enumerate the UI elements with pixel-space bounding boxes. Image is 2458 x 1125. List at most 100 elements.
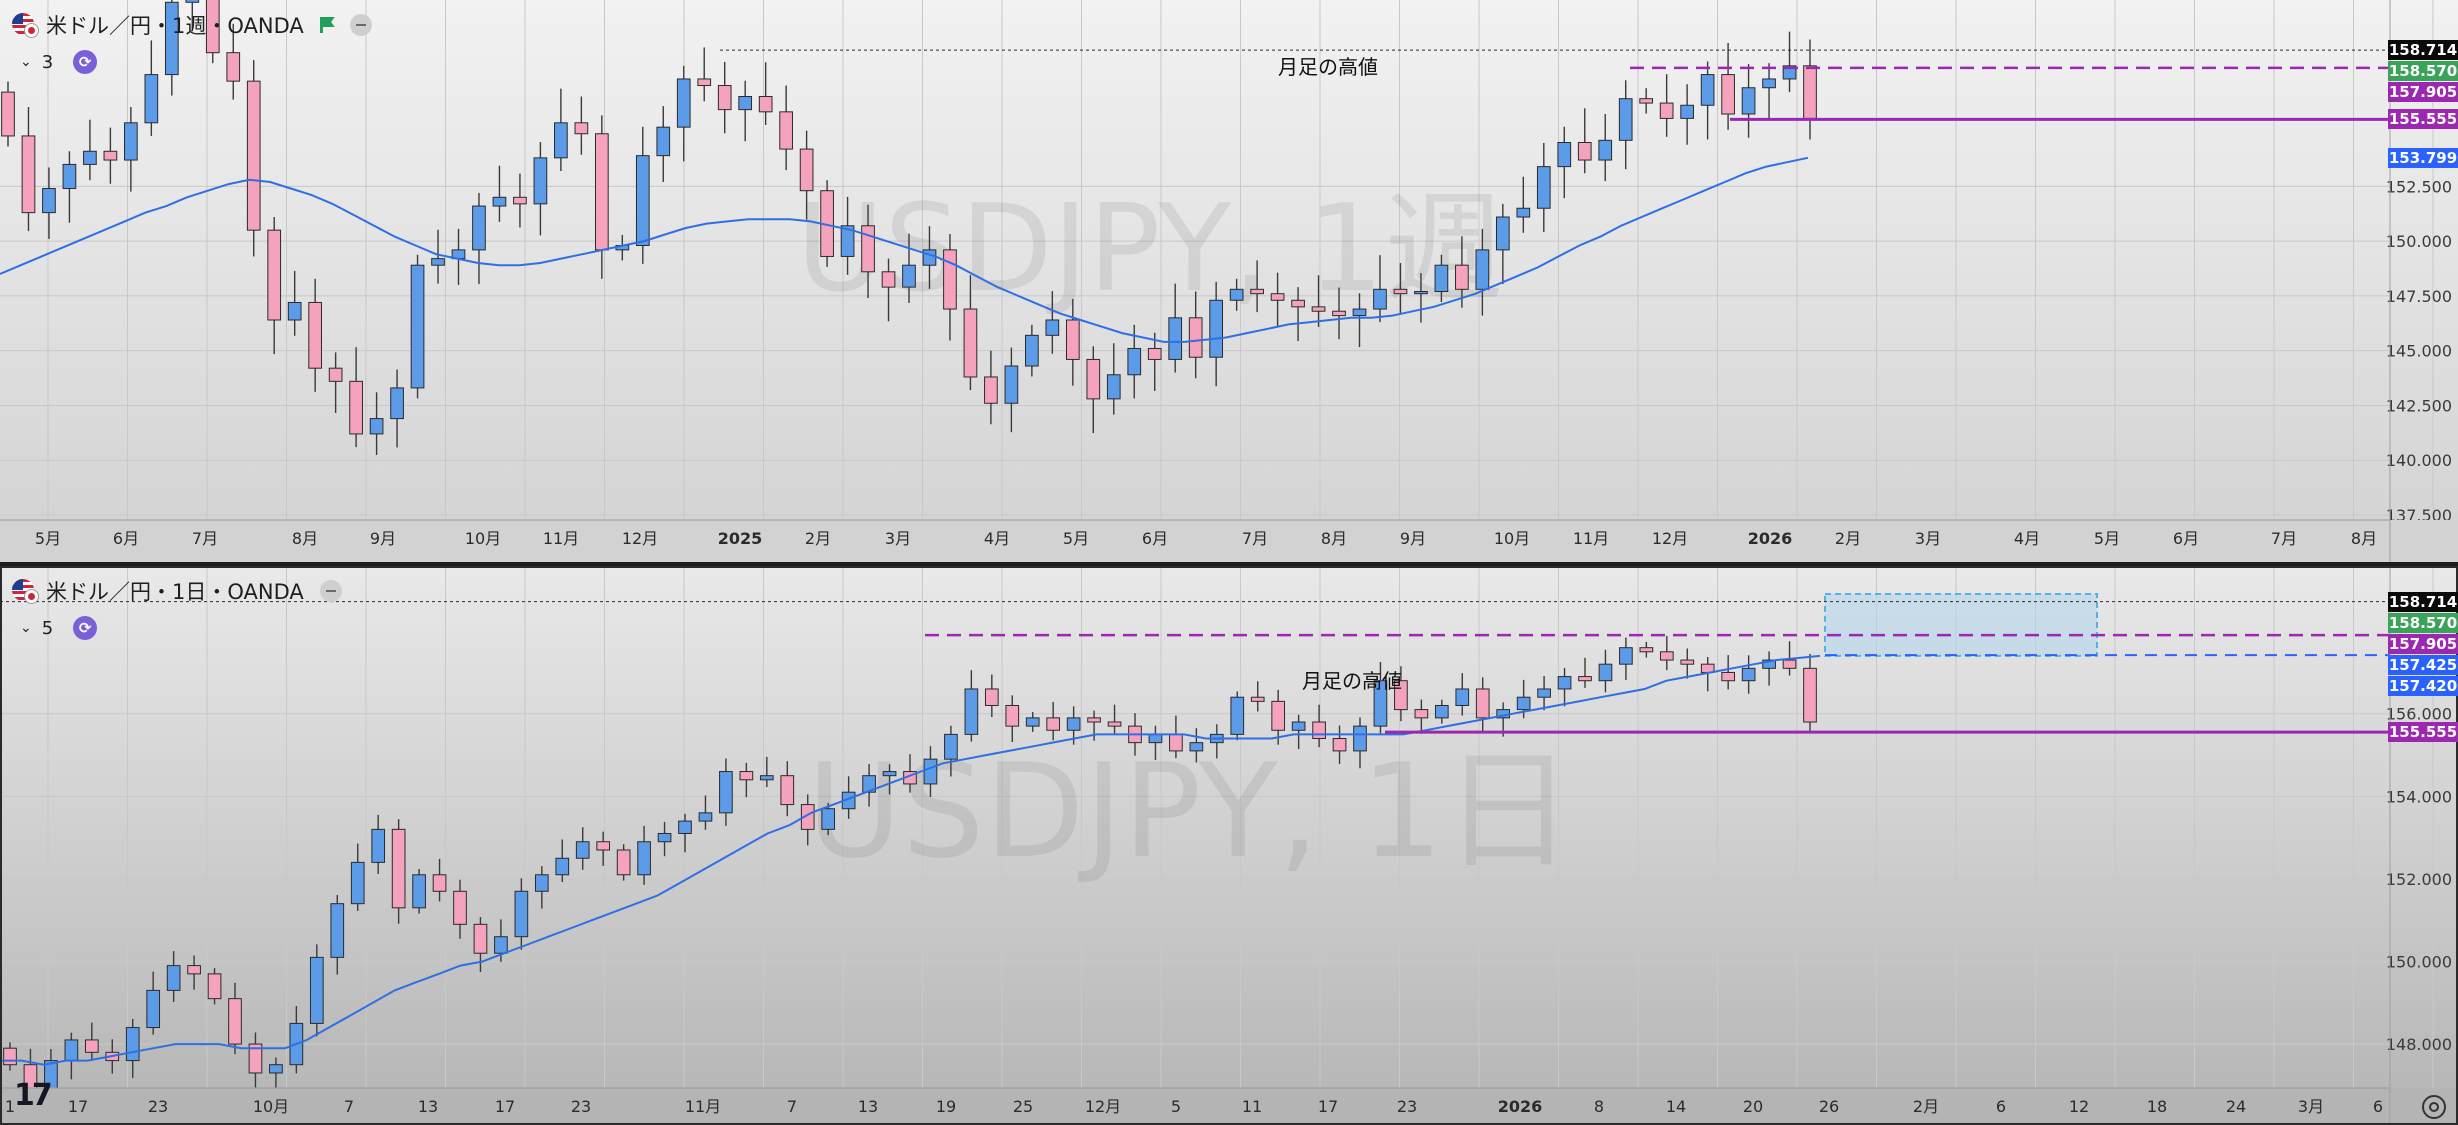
candle-body: [1639, 98, 1654, 104]
x-axis-tick: 3月: [885, 529, 911, 548]
candle-body: [1557, 676, 1572, 690]
refresh-icon[interactable]: ⟳: [73, 616, 98, 640]
candle-body: [432, 874, 447, 892]
candle-body: [207, 973, 222, 1000]
candle-body: [1741, 667, 1756, 682]
candle-body: [637, 841, 651, 876]
candle-body: [616, 849, 631, 876]
candle-body: [1455, 264, 1469, 290]
candle-body: [1700, 74, 1715, 106]
candle-body: [1782, 659, 1797, 669]
candle-body: [1373, 680, 1388, 727]
price-tag[interactable]: 155.555: [2388, 722, 2458, 743]
candle-body: [248, 1043, 263, 1074]
candle-body: [1291, 299, 1305, 308]
price-tag[interactable]: 157.425: [2388, 654, 2458, 675]
pane-divider[interactable]: [0, 562, 2458, 566]
x-axis-tick: 18: [2147, 1097, 2167, 1116]
daily-chart-pane[interactable]: USDJPY, 1日 月足の高値 156.000 154.000 152.000 150.…: [0, 566, 2458, 1125]
tradingview-logo-icon[interactable]: 17: [14, 1078, 53, 1113]
candle-body: [1332, 310, 1346, 317]
weekly-indicator-toggle[interactable]: ⌄ 3 ⟳: [20, 50, 98, 74]
candle-body: [1475, 688, 1490, 719]
x-axis-tick: 25: [1013, 1097, 1033, 1116]
weekly-symbol-title[interactable]: 米ドル／円・1週・OANDA: [46, 14, 304, 38]
x-axis-tick: 9月: [1400, 529, 1426, 548]
candle-body: [328, 367, 343, 382]
weekly-chart-pane[interactable]: USDJPY, 1週 月足の高値 152.500 150.000 147.500 145.…: [0, 0, 2458, 562]
price-tag[interactable]: 158.570: [2388, 61, 2458, 82]
candle-body: [1393, 288, 1408, 295]
x-axis-tick: 24: [2226, 1097, 2246, 1116]
daily-chart-canvas[interactable]: USDJPY, 1日 月足の高値 156.000 154.000 152.000 150.…: [0, 566, 2458, 1125]
y-axis-tick: 154.000: [2386, 787, 2452, 806]
price-tag[interactable]: 153.799: [2388, 147, 2458, 168]
green-flag-icon[interactable]: [319, 17, 334, 33]
candle-body: [1721, 74, 1735, 115]
price-tag[interactable]: 158.714: [2388, 591, 2458, 612]
candle-body: [308, 301, 323, 369]
refresh-icon[interactable]: ⟳: [73, 50, 98, 74]
candle-body: [759, 775, 774, 781]
candle-body: [1066, 717, 1081, 731]
y-axis-tick: 156.000: [2386, 705, 2452, 724]
y-axis-tick: 150.000: [2386, 232, 2452, 251]
x-axis-tick: 12: [2069, 1097, 2089, 1116]
price-tag[interactable]: 157.420: [2388, 675, 2458, 696]
candle-body: [1189, 742, 1204, 752]
chevron-down-icon[interactable]: ⌄: [20, 54, 32, 70]
candle-body: [1373, 288, 1387, 310]
price-tag[interactable]: 157.905: [2388, 82, 2458, 103]
x-axis-tick: 9月: [370, 529, 396, 548]
price-tag[interactable]: 157.905: [2388, 633, 2458, 654]
minus-icon[interactable]: [319, 580, 342, 602]
x-axis-tick: 13: [418, 1097, 438, 1116]
candle-body: [1230, 696, 1245, 735]
x-axis-tick: 8月: [1321, 529, 1347, 548]
candle-body: [64, 1039, 79, 1062]
candle-body: [554, 122, 568, 159]
x-axis-tick: 1: [5, 1097, 15, 1116]
x-axis-tick: 23: [1397, 1097, 1417, 1116]
x-axis-tick: 17: [68, 1097, 88, 1116]
x-axis-tick: 4月: [2014, 529, 2040, 548]
price-tag[interactable]: 158.714: [2388, 40, 2458, 61]
moving-average-line: [0, 156, 1809, 343]
candle-body: [739, 771, 754, 781]
x-axis-tick: 2026: [1498, 1097, 1543, 1116]
daily-indicator-toggle[interactable]: ⌄ 5 ⟳: [20, 616, 98, 640]
chevron-down-icon[interactable]: ⌄: [20, 620, 32, 636]
weekly-chart-canvas[interactable]: USDJPY, 1週 月足の高値 152.500 150.000 147.500 145.…: [0, 0, 2458, 562]
x-axis-tick: 23: [148, 1097, 168, 1116]
candle-body: [574, 122, 589, 135]
candle-body: [62, 163, 77, 190]
candle-body: [534, 874, 549, 892]
monthly-high-label: 月足の高値: [1302, 669, 1402, 693]
x-axis-tick: 20: [1743, 1097, 1763, 1116]
daily-symbol-title[interactable]: 米ドル／円・1日・OANDA: [46, 580, 304, 604]
settings-gear-icon[interactable]: [2422, 1095, 2446, 1119]
candle-body: [1721, 671, 1736, 682]
x-axis-tick: 6月: [1142, 529, 1168, 548]
candle-body: [514, 890, 529, 938]
candle-body: [1537, 688, 1551, 698]
candle-body: [1598, 663, 1613, 682]
minus-icon[interactable]: [349, 14, 372, 36]
price-tag[interactable]: 158.570: [2388, 612, 2458, 633]
x-axis-tick: 5: [1171, 1097, 1181, 1116]
x-axis-tick: 7月: [2271, 529, 2297, 548]
x-axis-tick: 26: [1819, 1097, 1839, 1116]
candle-body: [862, 775, 876, 793]
candle-body: [1271, 700, 1286, 731]
candle-body: [657, 832, 672, 843]
candle-body: [1, 91, 15, 137]
x-axis-tick: 11月: [1573, 529, 1609, 548]
y-axis-tick: 152.500: [2386, 177, 2452, 196]
price-tag[interactable]: 155.555: [2388, 109, 2458, 130]
candle-body: [1741, 87, 1756, 115]
candle-body: [1168, 317, 1183, 360]
candle-body: [779, 111, 793, 150]
candle-body: [800, 804, 815, 830]
moving-average-line: [0, 654, 1821, 1066]
